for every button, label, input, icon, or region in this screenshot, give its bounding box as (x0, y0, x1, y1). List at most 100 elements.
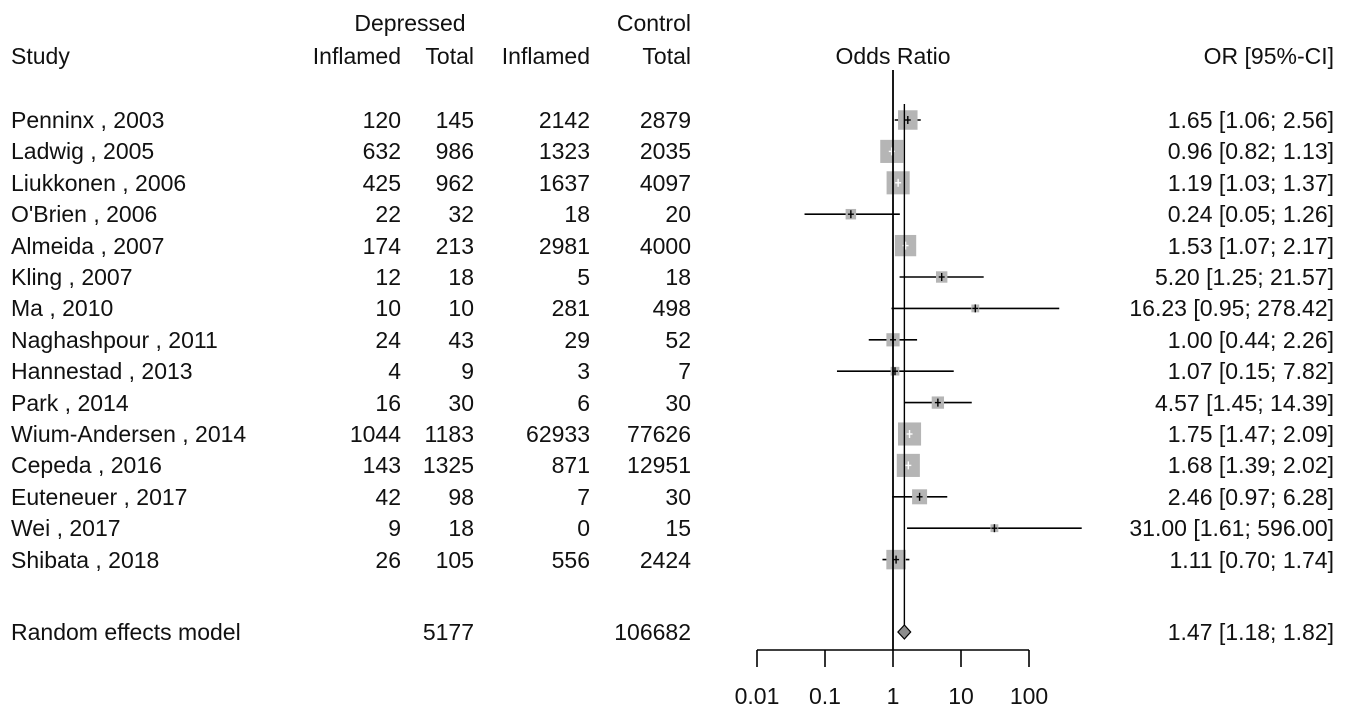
control-total-value: 30 (665, 389, 691, 416)
control-inflamed-value: 281 (551, 295, 590, 322)
depressed-total-value: 145 (435, 107, 474, 133)
depressed-total-value: 105 (435, 546, 474, 573)
study-name: Ladwig , 2005 (11, 138, 155, 165)
depressed-total-value: 1183 (424, 421, 474, 447)
control-inflamed-value: 6 (577, 389, 590, 416)
control-total-value: 498 (652, 295, 691, 322)
control-total-column-header: Total (642, 43, 691, 69)
control-total-value: 2879 (639, 107, 691, 133)
depressed-total-value: 98 (448, 483, 474, 510)
study-name: Naghashpour , 2011 (11, 326, 218, 353)
study-name: Liukkonen , 2006 (11, 169, 187, 196)
control-inflamed-value: 2142 (538, 107, 590, 133)
control-total-value: 2424 (639, 546, 691, 573)
depressed-total-value: 32 (448, 201, 474, 228)
depressed-inflamed-value: 174 (362, 232, 401, 259)
depressed-total-value: 962 (435, 169, 474, 196)
or-ci-value: 31.00 [1.61; 596.00] (1129, 515, 1334, 542)
study-name: Penninx , 2003 (11, 107, 165, 133)
control-inflamed-value: 0 (577, 515, 590, 542)
depressed-inflamed-column-header: Inflamed (312, 43, 401, 69)
depressed-inflamed-value: 24 (375, 326, 401, 353)
study-name: Wium-Andersen , 2014 (11, 421, 247, 447)
depressed-inflamed-value: 26 (375, 546, 401, 573)
depressed-inflamed-value: 120 (362, 107, 401, 133)
control-inflamed-column-header: Inflamed (501, 43, 590, 69)
depressed-inflamed-value: 425 (362, 169, 401, 196)
or-ci-value: 0.24 [0.05; 1.26] (1167, 201, 1334, 228)
control-total-value: 2035 (639, 138, 691, 165)
study-name: Almeida , 2007 (11, 232, 165, 259)
control-total-value: 4000 (639, 232, 691, 259)
x-axis-tick-label: 0.1 (809, 683, 841, 709)
pooled-control-total: 106682 (614, 619, 691, 645)
control-inflamed-value: 29 (564, 326, 590, 353)
depressed-inflamed-value: 9 (388, 515, 401, 542)
x-axis-tick-label: 0.01 (735, 683, 780, 709)
or-ci-column-header: OR [95%-CI] (1203, 43, 1334, 69)
study-name: Hannestad , 2013 (11, 358, 193, 385)
control-inflamed-value: 3 (577, 358, 590, 385)
x-axis-tick-label: 100 (1010, 683, 1048, 709)
or-ci-value: 5.20 [1.25; 21.57] (1154, 264, 1334, 290)
depressed-total-value: 986 (435, 138, 474, 165)
or-ci-value: 4.57 [1.45; 14.39] (1154, 389, 1334, 416)
control-total-value: 77626 (627, 421, 691, 447)
x-axis-tick-label: 1 (887, 683, 900, 709)
control-inflamed-value: 2981 (538, 232, 590, 259)
depressed-total-column-header: Total (425, 43, 474, 69)
or-ci-value: 1.68 [1.39; 2.02] (1167, 452, 1334, 479)
pooled-diamond (897, 624, 912, 640)
depressed-total-value: 213 (435, 232, 474, 259)
or-ci-value: 1.11 [0.70; 1.74] (1169, 546, 1334, 573)
depressed-total-value: 18 (448, 264, 474, 290)
study-name: Euteneuer , 2017 (11, 483, 188, 510)
pooled-depressed-total: 5177 (422, 619, 474, 645)
study-column-header: Study (11, 43, 70, 69)
depressed-total-value: 9 (461, 358, 474, 385)
or-ci-value: 1.00 [0.44; 2.26] (1167, 326, 1334, 353)
or-ci-value: 16.23 [0.95; 278.42] (1129, 295, 1334, 322)
depressed-total-value: 1325 (422, 452, 474, 479)
study-name: Ma , 2010 (11, 295, 114, 322)
control-inflamed-value: 7 (577, 483, 590, 510)
control-inflamed-value: 871 (551, 452, 590, 479)
control-total-value: 18 (665, 264, 691, 290)
pooled-or-ci: 1.47 [1.18; 1.82] (1167, 619, 1334, 645)
depressed-total-value: 30 (448, 389, 474, 416)
control-inflamed-value: 18 (564, 201, 590, 228)
or-ci-value: 1.75 [1.47; 2.09] (1167, 421, 1334, 447)
depressed-inflamed-value: 143 (362, 452, 401, 479)
or-ci-value: 2.46 [0.97; 6.28] (1167, 483, 1334, 510)
x-axis-tick-label: 10 (948, 683, 974, 709)
depressed-total-value: 43 (448, 326, 474, 353)
control-total-value: 52 (665, 326, 691, 353)
control-total-value: 15 (665, 515, 691, 542)
or-ci-value: 1.65 [1.06; 2.56] (1167, 107, 1334, 133)
study-name: Kling , 2007 (11, 264, 133, 290)
control-total-value: 12951 (627, 452, 691, 479)
study-name: O'Brien , 2006 (11, 201, 158, 228)
control-inflamed-value: 556 (551, 546, 590, 573)
study-name: Park , 2014 (11, 389, 129, 416)
or-ci-value: 0.96 [0.82; 1.13] (1167, 138, 1334, 165)
depressed-inflamed-value: 16 (375, 389, 401, 416)
control-total-value: 20 (665, 201, 691, 228)
depressed-inflamed-value: 1044 (349, 421, 401, 447)
study-name: Shibata , 2018 (11, 546, 160, 573)
depressed-inflamed-value: 12 (375, 264, 401, 290)
or-ci-value: 1.53 [1.07; 2.17] (1167, 232, 1334, 259)
pooled-label: Random effects model (11, 619, 241, 645)
control-total-value: 7 (678, 358, 691, 385)
control-inflamed-value: 1637 (538, 169, 590, 196)
control-total-value: 30 (665, 483, 691, 510)
study-name: Cepeda , 2016 (11, 452, 162, 479)
depressed-inflamed-value: 4 (388, 358, 401, 385)
odds-ratio-column-header: Odds Ratio (835, 43, 951, 69)
control-inflamed-value: 5 (577, 264, 590, 290)
control-group-header: Control (616, 10, 691, 36)
depressed-group-header: Depressed (354, 10, 466, 36)
depressed-total-value: 10 (448, 295, 474, 322)
or-ci-value: 1.07 [0.15; 7.82] (1167, 358, 1334, 385)
